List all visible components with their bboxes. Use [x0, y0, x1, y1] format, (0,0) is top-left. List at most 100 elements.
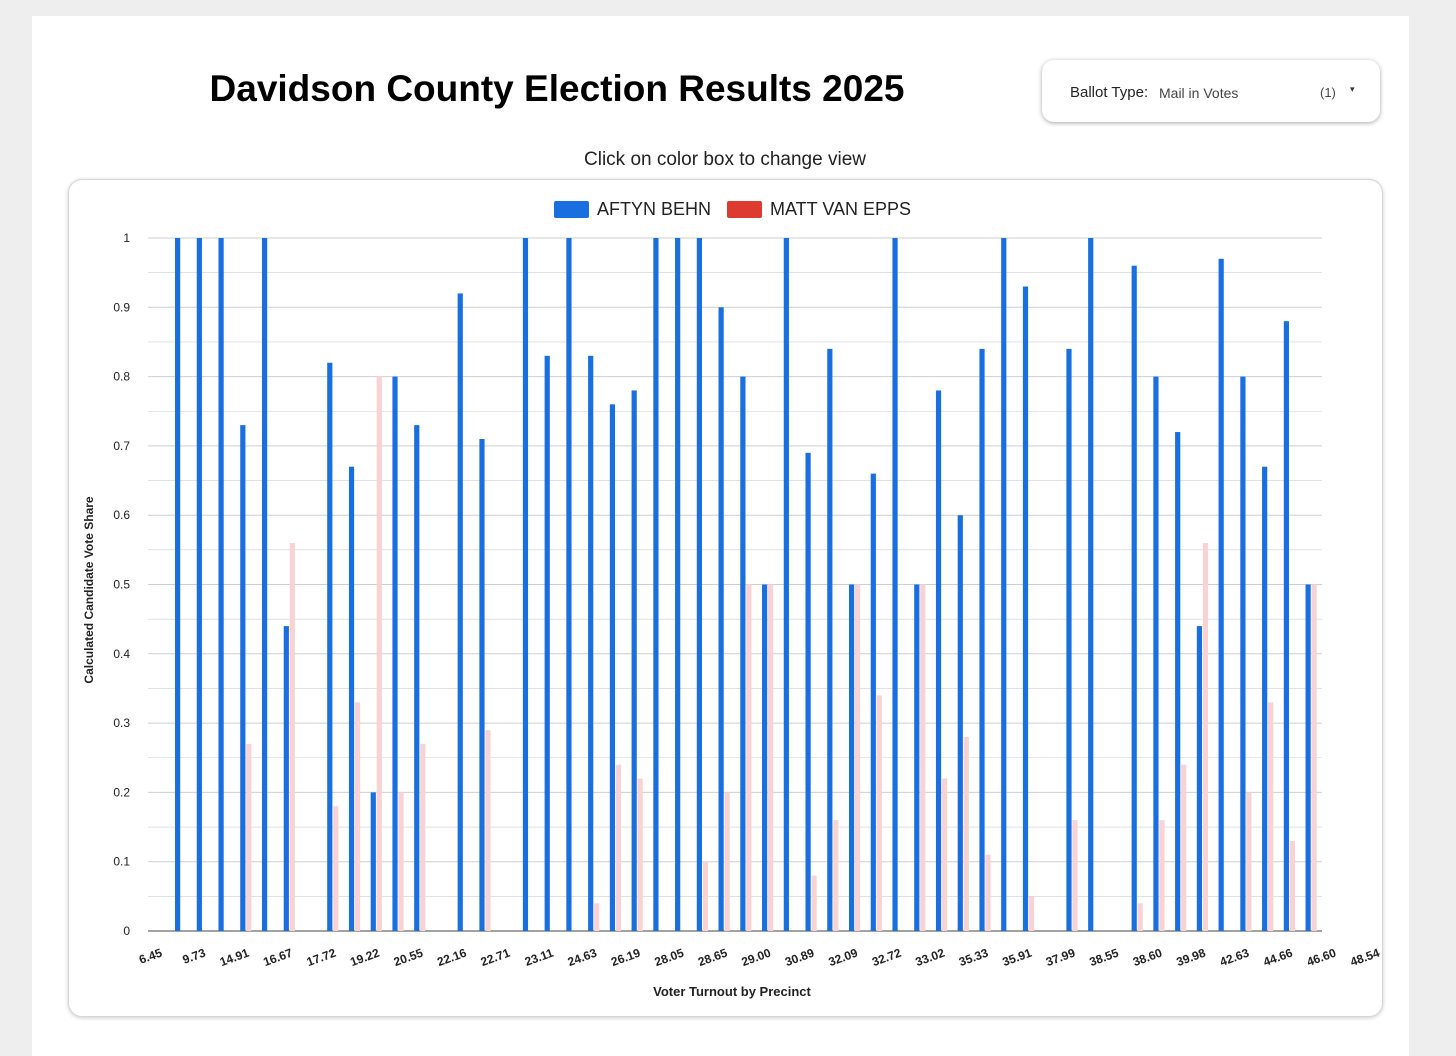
bar-matt-van-epps[interactable]: [376, 376, 382, 932]
bar-aftyn-behn[interactable]: [588, 355, 594, 931]
bar-matt-van-epps[interactable]: [398, 792, 404, 931]
bar-aftyn-behn[interactable]: [892, 238, 898, 931]
bar-aftyn-behn[interactable]: [1088, 238, 1094, 931]
legend-label-behn[interactable]: AFTYN BEHN: [597, 199, 711, 219]
bar-matt-van-epps[interactable]: [1202, 542, 1209, 931]
bar-matt-van-epps[interactable]: [702, 861, 708, 931]
bar-aftyn-behn[interactable]: [1153, 376, 1159, 932]
bar-aftyn-behn[interactable]: [522, 238, 529, 931]
bar-matt-van-epps[interactable]: [333, 806, 339, 931]
bar-matt-van-epps[interactable]: [1137, 903, 1143, 931]
bar-aftyn-behn[interactable]: [1131, 265, 1137, 932]
bar-matt-van-epps[interactable]: [1268, 702, 1274, 931]
y-tick-label: 0.9: [113, 300, 130, 314]
bar-aftyn-behn[interactable]: [870, 473, 876, 931]
bar-aftyn-behn[interactable]: [1240, 376, 1246, 932]
bar-aftyn-behn[interactable]: [740, 376, 746, 932]
bar-aftyn-behn[interactable]: [457, 293, 463, 931]
bar-chart: AFTYN BEHN MATT VAN EPPS 0 0.1 0.2 0.3 0.4 0.…: [82, 199, 1382, 999]
bar-aftyn-behn[interactable]: [653, 238, 659, 931]
bar-aftyn-behn[interactable]: [848, 584, 855, 932]
bar-matt-van-epps[interactable]: [963, 736, 969, 931]
bar-aftyn-behn[interactable]: [827, 348, 833, 931]
bar-aftyn-behn[interactable]: [544, 355, 550, 931]
y-axis-label: Calculated Candidate Vote Share: [82, 496, 96, 683]
bar-aftyn-behn[interactable]: [240, 425, 246, 931]
bar-aftyn-behn[interactable]: [762, 584, 768, 932]
bar-matt-van-epps[interactable]: [1311, 584, 1317, 932]
bar-aftyn-behn[interactable]: [1196, 626, 1203, 931]
bar-aftyn-behn[interactable]: [1001, 238, 1007, 931]
bar-aftyn-behn[interactable]: [957, 515, 963, 931]
x-axis-label: Voter Turnout by Precinct: [653, 984, 811, 999]
bar-aftyn-behn[interactable]: [348, 466, 355, 931]
bar-aftyn-behn[interactable]: [696, 238, 702, 931]
bar-aftyn-behn[interactable]: [1305, 584, 1311, 932]
bar-matt-van-epps[interactable]: [941, 778, 948, 931]
bar-aftyn-behn[interactable]: [1022, 286, 1029, 931]
bar-matt-van-epps[interactable]: [354, 702, 361, 931]
bar-matt-van-epps[interactable]: [811, 875, 817, 931]
legend-swatch-behn[interactable]: [554, 201, 589, 218]
legend-swatch-vanepps[interactable]: [727, 201, 762, 218]
bar-aftyn-behn[interactable]: [1283, 321, 1289, 931]
ballot-type-value: Mail in Votes: [1159, 85, 1239, 101]
bar-matt-van-epps[interactable]: [1072, 820, 1078, 931]
x-tick-label: 30.89: [783, 946, 816, 970]
bar-aftyn-behn[interactable]: [196, 238, 202, 931]
bar-aftyn-behn[interactable]: [414, 425, 420, 931]
gridlines: [148, 237, 1322, 932]
chevron-down-icon: ▾: [1350, 84, 1355, 94]
bar-matt-van-epps[interactable]: [246, 743, 252, 931]
bar-matt-van-epps[interactable]: [854, 584, 861, 932]
bar-matt-van-epps[interactable]: [485, 730, 491, 931]
bar-aftyn-behn[interactable]: [479, 438, 485, 931]
bar-aftyn-behn[interactable]: [914, 584, 920, 932]
bar-aftyn-behn[interactable]: [218, 238, 224, 931]
bar-aftyn-behn[interactable]: [283, 626, 289, 931]
bar-matt-van-epps[interactable]: [920, 584, 926, 932]
ballot-type-dropdown[interactable]: Ballot Type: Mail in Votes (1) ▾: [1042, 60, 1380, 122]
bar-aftyn-behn[interactable]: [566, 238, 572, 931]
bar-aftyn-behn[interactable]: [1066, 348, 1072, 931]
bar-matt-van-epps[interactable]: [289, 542, 295, 931]
x-tick-label: 22.71: [479, 946, 512, 970]
bar-aftyn-behn[interactable]: [718, 307, 724, 931]
bar-aftyn-behn[interactable]: [327, 362, 333, 931]
bar-matt-van-epps[interactable]: [724, 792, 730, 931]
bar-aftyn-behn[interactable]: [1218, 258, 1224, 931]
x-tick-label: 6.45: [137, 946, 164, 967]
bar-aftyn-behn[interactable]: [675, 238, 681, 931]
bar-matt-van-epps[interactable]: [1181, 764, 1187, 931]
bar-aftyn-behn[interactable]: [392, 376, 398, 932]
y-tick-label: 0.7: [113, 439, 130, 453]
bar-matt-van-epps[interactable]: [1159, 820, 1165, 931]
x-tick-label: 9.73: [181, 946, 208, 967]
bar-aftyn-behn[interactable]: [261, 238, 268, 931]
bar-matt-van-epps[interactable]: [768, 584, 774, 932]
bar-aftyn-behn[interactable]: [1175, 432, 1181, 931]
bar-matt-van-epps[interactable]: [594, 903, 600, 931]
bar-matt-van-epps[interactable]: [876, 695, 882, 931]
bar-aftyn-behn[interactable]: [979, 348, 985, 931]
bar-matt-van-epps[interactable]: [615, 764, 622, 931]
bar-aftyn-behn[interactable]: [609, 404, 616, 931]
bar-matt-van-epps[interactable]: [746, 584, 752, 932]
bar-aftyn-behn[interactable]: [175, 238, 181, 931]
legend-label-vanepps[interactable]: MATT VAN EPPS: [770, 199, 911, 219]
bar-matt-van-epps[interactable]: [833, 820, 839, 931]
bar-aftyn-behn[interactable]: [1262, 466, 1268, 931]
bar-aftyn-behn[interactable]: [631, 390, 637, 931]
bar-matt-van-epps[interactable]: [1289, 840, 1295, 931]
bar-matt-van-epps[interactable]: [985, 854, 991, 931]
bar-aftyn-behn[interactable]: [805, 452, 811, 931]
bar-matt-van-epps[interactable]: [1028, 896, 1035, 931]
bar-aftyn-behn[interactable]: [370, 792, 376, 931]
bar-matt-van-epps[interactable]: [637, 778, 643, 931]
y-tick-label: 0.4: [113, 647, 130, 661]
bar-matt-van-epps[interactable]: [420, 743, 426, 931]
bar-matt-van-epps[interactable]: [1246, 792, 1252, 931]
x-tick-label: 46.60: [1305, 946, 1338, 970]
bar-aftyn-behn[interactable]: [783, 238, 789, 931]
bar-aftyn-behn[interactable]: [935, 390, 942, 931]
